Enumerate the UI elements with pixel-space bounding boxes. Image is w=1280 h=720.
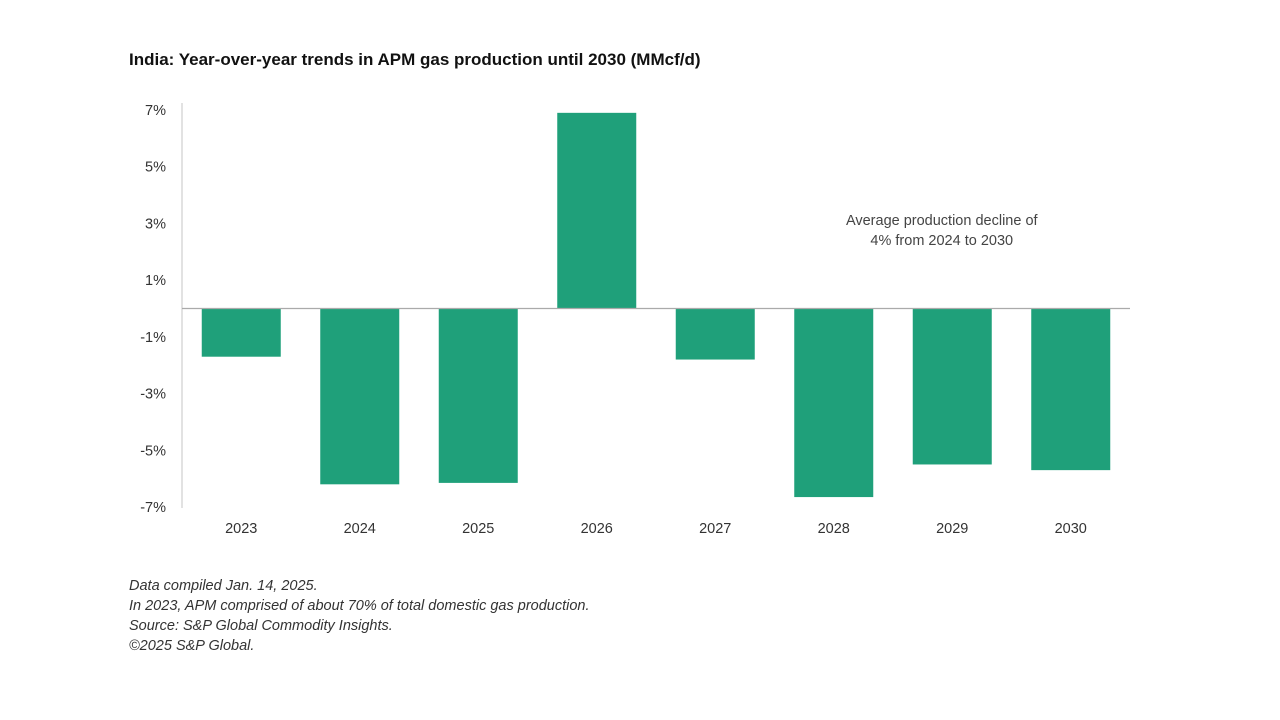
- bar-2025: [438, 308, 518, 483]
- footnote-apm-share: In 2023, APM comprised of about 70% of t…: [129, 598, 590, 614]
- footnotes: Data compiled Jan. 14, 2025. In 2023, AP…: [129, 576, 590, 656]
- bar-2023: [201, 308, 281, 357]
- y-tick-label: 3%: [145, 216, 166, 232]
- y-tick-label: 5%: [145, 160, 166, 176]
- annotation-line: 4% from 2024 to 2030: [870, 233, 1013, 249]
- x-tick-label: 2028: [818, 521, 850, 537]
- y-tick-label: 1%: [145, 273, 166, 289]
- y-tick-label: -7%: [140, 500, 166, 516]
- chart-title: India: Year-over-year trends in APM gas …: [129, 50, 701, 69]
- x-tick-label: 2023: [225, 521, 257, 537]
- x-tick-label: 2030: [1055, 521, 1087, 537]
- footnote-copyright: ©2025 S&P Global.: [129, 638, 255, 654]
- footnote-data-compiled: Data compiled Jan. 14, 2025.: [129, 578, 318, 594]
- y-tick-label: 7%: [145, 103, 166, 119]
- y-tick-label: -1%: [140, 330, 166, 346]
- bar-2028: [794, 308, 874, 498]
- x-tick-label: 2025: [462, 521, 494, 537]
- footnote-source: Source: S&P Global Commodity Insights.: [129, 618, 393, 634]
- x-tick-label: 2027: [699, 521, 731, 537]
- bar-2029: [912, 308, 992, 465]
- bar-2027: [675, 308, 755, 360]
- y-tick-label: -5%: [140, 443, 166, 459]
- x-tick-label: 2026: [581, 521, 613, 537]
- bar-2026: [557, 112, 637, 309]
- y-tick-label: -3%: [140, 387, 166, 403]
- bar-2030: [1031, 308, 1111, 471]
- x-tick-label: 2024: [344, 521, 376, 537]
- annotation-line: Average production decline of: [846, 213, 1039, 229]
- bar-2024: [320, 308, 400, 485]
- x-tick-label: 2029: [936, 521, 968, 537]
